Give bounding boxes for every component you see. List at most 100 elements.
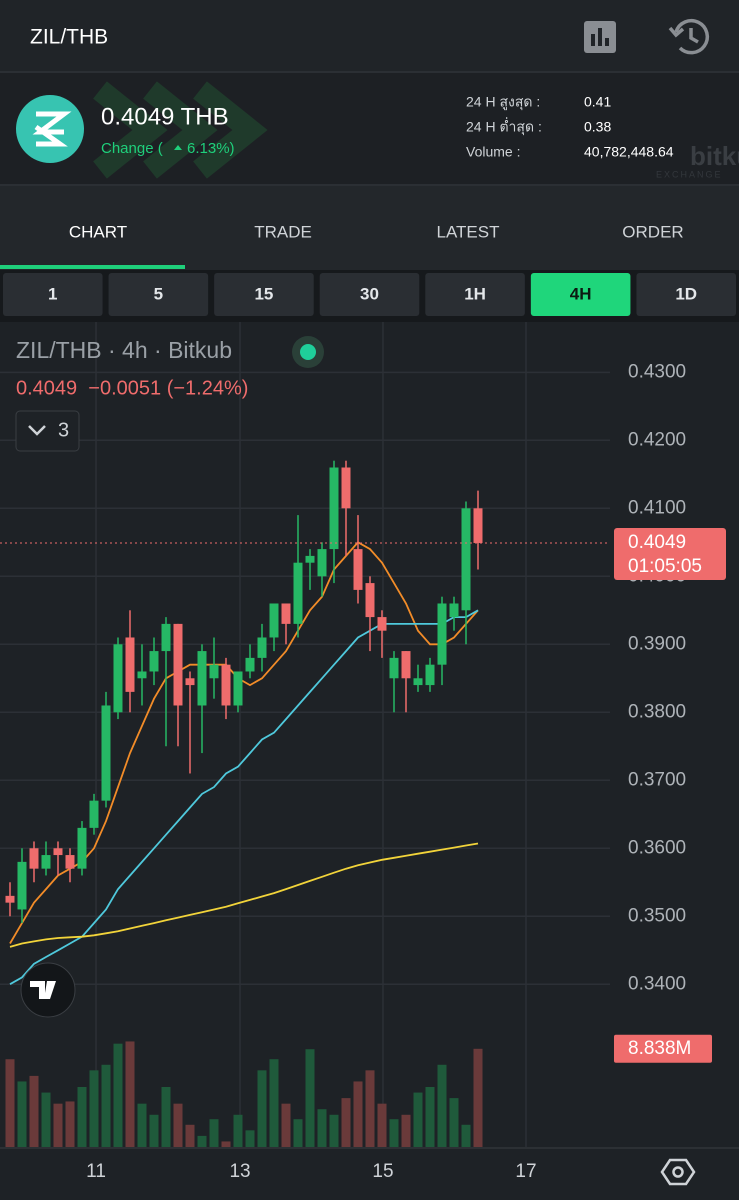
volume-bar	[5, 1059, 15, 1147]
history-circle[interactable]	[674, 18, 710, 55]
top-bar	[0, 0, 739, 72]
volume-bar	[197, 1135, 207, 1147]
volume-bar	[353, 1081, 363, 1147]
y-tick-label: 0.3600	[628, 837, 686, 858]
tab[interactable]: TRADE	[254, 222, 312, 241]
volume-bar	[65, 1101, 75, 1147]
candle-body	[17, 861, 27, 910]
candle-body	[437, 603, 447, 665]
y-tick-label: 0.3700	[628, 769, 686, 790]
stat-label: 24 H สูงสุด :	[466, 94, 540, 111]
volume-bar	[437, 1064, 447, 1147]
volume-bar	[161, 1087, 171, 1147]
chart-icon-bar[interactable]	[598, 28, 602, 46]
candle-body	[473, 508, 483, 543]
volume-bar	[245, 1130, 255, 1147]
candle-body	[257, 637, 267, 658]
interval-button[interactable]	[425, 273, 525, 316]
settings-icon[interactable]	[660, 1158, 696, 1186]
candle-body	[185, 678, 195, 686]
chevron[interactable]	[28, 425, 46, 436]
candle-body	[29, 848, 39, 869]
candle-body	[317, 549, 327, 577]
stat-label: 24 H ต่ำสุด :	[466, 118, 542, 136]
volume-bar	[257, 1070, 267, 1147]
chart-legend-title: ZIL/THB · 4h · Bitkub	[16, 337, 232, 363]
settings-center[interactable]	[672, 1166, 684, 1178]
interval-label[interactable]: 4H	[570, 284, 592, 303]
volume-bar	[461, 1124, 471, 1147]
stat-label: Volume :	[466, 144, 520, 160]
interval-label[interactable]: 1H	[464, 284, 486, 303]
volume-bar	[53, 1103, 63, 1147]
tab[interactable]: LATEST	[437, 222, 500, 241]
interval-button[interactable]	[108, 273, 209, 316]
candle-body	[353, 549, 363, 590]
y-tick-label: 0.4200	[628, 429, 686, 450]
candle-body	[449, 603, 459, 618]
watermark-sub: EXCHANGE	[656, 169, 723, 179]
candle-body	[293, 562, 303, 624]
history-arrow[interactable]	[668, 26, 685, 38]
volume-bar	[221, 1141, 231, 1147]
y-tick-label: 0.4300	[628, 361, 686, 382]
pair-title: ZIL/THB	[30, 26, 108, 49]
x-tick-label: 11	[86, 1161, 106, 1182]
chart-icon[interactable]	[584, 21, 616, 53]
coin-logo-mark	[32, 111, 72, 147]
interval-label[interactable]: 30	[360, 284, 379, 303]
indicator-toggle[interactable]	[15, 410, 80, 452]
interval-label[interactable]: 15	[254, 284, 273, 303]
volume-bar	[41, 1092, 51, 1147]
interval-button[interactable]	[319, 273, 420, 316]
status-dot	[300, 344, 316, 360]
volume-bar	[89, 1070, 99, 1147]
candle-body	[125, 637, 135, 692]
moving-average	[9, 842, 479, 948]
interval-label[interactable]: 1	[48, 284, 57, 303]
candle-body	[329, 467, 339, 550]
tabs: CHART TRADE LATEST ORDER	[0, 222, 684, 269]
moving-average	[9, 541, 479, 944]
indicator-count[interactable]: 3	[58, 419, 69, 441]
history-hands[interactable]	[689, 28, 699, 44]
x-tick-label: 15	[372, 1161, 393, 1182]
volume-bar	[113, 1043, 123, 1147]
candle-body	[221, 664, 231, 706]
intervals: 1 5 15 30 1H 4H 1D	[3, 273, 736, 316]
candle-body	[77, 827, 87, 869]
legend-values: 0.4049 −0.0051 (−1.24%)	[16, 377, 248, 399]
interval-button[interactable]	[636, 273, 736, 316]
chart-icon-bar[interactable]	[605, 38, 609, 46]
history-icon[interactable]	[668, 18, 710, 55]
tab[interactable]: ORDER	[622, 222, 683, 241]
watermark: bitkub	[690, 141, 739, 171]
volume-bar	[389, 1119, 399, 1147]
tab[interactable]: CHART	[69, 222, 127, 241]
volume-bar	[317, 1109, 327, 1147]
y-tick-label: 0.3800	[628, 701, 686, 722]
interval-button[interactable]	[214, 273, 314, 316]
chart-icon-bar[interactable]	[591, 34, 595, 46]
candle-body	[281, 603, 291, 624]
y-tick-label: 0.4100	[628, 497, 686, 518]
candle-body	[209, 664, 219, 679]
tv-logo-mark[interactable]	[30, 981, 56, 999]
interval-label[interactable]: 1D	[675, 284, 697, 303]
last-price-label: 0.4049	[628, 532, 686, 553]
candle-body	[197, 651, 207, 706]
settings-hex[interactable]	[660, 1158, 696, 1186]
stat-value: 0.38	[584, 119, 611, 135]
volume-bar	[101, 1064, 111, 1147]
volume-label: 8.838M	[628, 1038, 691, 1059]
change-label: Change (	[101, 140, 163, 157]
interval-button[interactable]	[3, 273, 103, 316]
candle-body	[101, 705, 111, 801]
volume-bar	[173, 1103, 183, 1147]
interval-button[interactable]	[530, 273, 631, 316]
volume-bar	[401, 1114, 411, 1147]
candle-body	[341, 467, 351, 509]
interval-label[interactable]: 5	[154, 284, 163, 303]
